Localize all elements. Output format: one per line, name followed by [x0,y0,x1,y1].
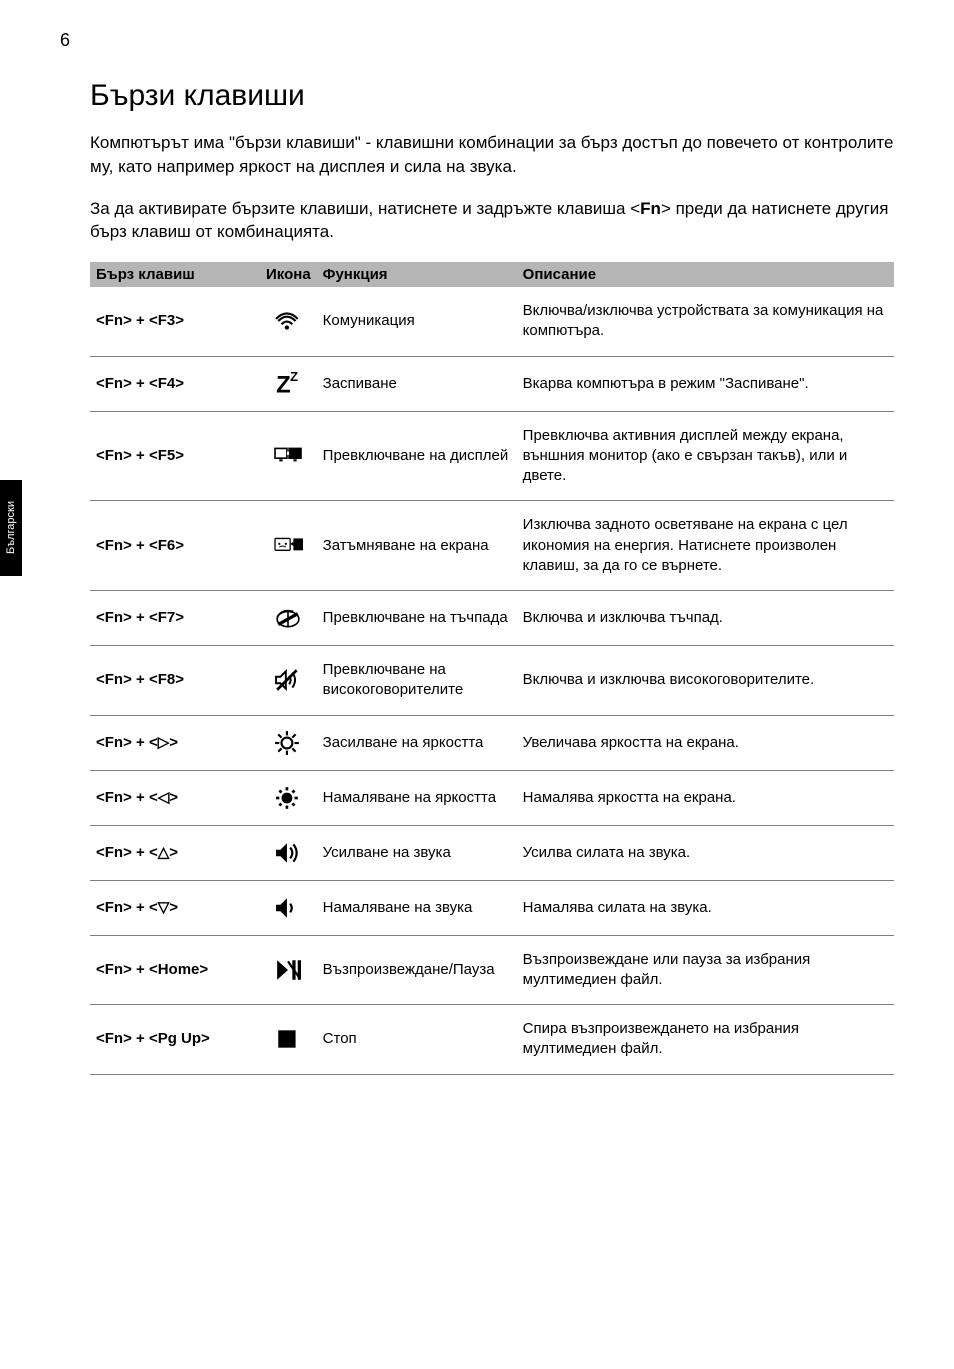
para2-prefix: За да активирате бързите клавиши, натисн… [90,199,640,218]
cell-hotkey: <Fn> + <F3> [90,287,260,356]
cell-icon [260,287,317,356]
cell-description: Намалява силата на звука. [517,880,894,935]
cell-function: Превключване на високоговорителите [317,646,517,716]
cell-function: Стоп [317,1005,517,1075]
cell-hotkey: <Fn> + <Pg Up> [90,1005,260,1075]
wifi-icon [273,308,303,334]
cell-hotkey: <Fn> + <◁> [90,770,260,825]
cell-hotkey: <Fn> + <▽> [90,880,260,935]
cell-icon [260,411,317,501]
bright-up-icon [273,730,303,756]
cell-function: Намаляване на яркостта [317,770,517,825]
cell-description: Включва и изключва високоговорителите. [517,646,894,716]
cell-function: Комуникация [317,287,517,356]
cell-hotkey: <Fn> + <▷> [90,715,260,770]
cell-function: Възпроизвеждане/Пауза [317,935,517,1005]
cell-function: Затъмняване на екрана [317,501,517,591]
display-icon [273,443,303,469]
table-row: <Fn> + <▷> Засилване на яркосттаУвеличава… [90,715,894,770]
table-row: <Fn> + <△> Усилване на звукаУсилва силата… [90,825,894,880]
table-row: <Fn> + <F6> Затъмняване на екранаИзключва… [90,501,894,591]
cell-hotkey: <Fn> + <F7> [90,591,260,646]
cell-icon [260,591,317,646]
cell-function: Превключване на тъчпада [317,591,517,646]
table-row: <Fn> + <Pg Up> СтопСпира възпроизвежданет… [90,1005,894,1075]
page-number: 6 [60,30,894,51]
intro-paragraph-1: Компютърът има "бързи клавиши" - клавишн… [90,131,894,179]
cell-function: Намаляване на звука [317,880,517,935]
cell-hotkey: <Fn> + <△> [90,825,260,880]
play-icon [273,957,303,983]
hotkeys-table: Бърз клавиш Икона Функция Описание <Fn> … [90,262,894,1075]
table-row: <Fn> + <F8> Превключване на високоговорит… [90,646,894,716]
sleep-icon [273,371,303,397]
cell-icon [260,356,317,411]
th-icon: Икона [260,262,317,287]
cell-icon [260,935,317,1005]
cell-icon [260,880,317,935]
intro-paragraph-2: За да активирате бързите клавиши, натисн… [90,197,894,245]
cell-icon [260,646,317,716]
cell-description: Увеличава яркостта на екрана. [517,715,894,770]
speaker-icon [273,667,303,693]
cell-hotkey: <Fn> + <F6> [90,501,260,591]
table-row: <Fn> + <F4> ЗаспиванеВкарва компютъра в р… [90,356,894,411]
cell-icon [260,501,317,591]
cell-function: Засилване на яркостта [317,715,517,770]
cell-function: Заспиване [317,356,517,411]
cell-icon [260,770,317,825]
stop-icon [273,1026,303,1052]
page-title: Бързи клавиши [90,79,894,113]
bright-down-icon [273,785,303,811]
table-row: <Fn> + <F5> Превключване на дисплейПревкл… [90,411,894,501]
cell-description: Усилва силата на звука. [517,825,894,880]
cell-hotkey: <Fn> + <F5> [90,411,260,501]
cell-description: Превключва активния дисплей между екрана… [517,411,894,501]
cell-description: Намалява яркостта на екрана. [517,770,894,825]
table-row: <Fn> + <▽> Намаляване на звукаНамалява си… [90,880,894,935]
para2-fn: Fn [640,199,661,218]
cell-icon [260,825,317,880]
table-row: <Fn> + <F7> Превключване на тъчпадаВключв… [90,591,894,646]
cell-description: Спира възпроизвеждането на избрания мулт… [517,1005,894,1075]
vol-down-icon [273,895,303,921]
cell-description: Вкарва компютъра в режим "Заспиване". [517,356,894,411]
cell-function: Усилване на звука [317,825,517,880]
cell-hotkey: <Fn> + <F4> [90,356,260,411]
cell-description: Изключва задното осветяване на екрана с … [517,501,894,591]
table-body: <Fn> + <F3> КомуникацияВключва/изключва у… [90,287,894,1074]
th-desc: Описание [517,262,894,287]
cell-hotkey: <Fn> + <Home> [90,935,260,1005]
th-hotkey: Бърз клавиш [90,262,260,287]
cell-description: Включва/изключва устройствата за комуник… [517,287,894,356]
blank-icon [273,533,303,559]
touchpad-icon [273,605,303,631]
th-func: Функция [317,262,517,287]
cell-hotkey: <Fn> + <F8> [90,646,260,716]
cell-description: Възпроизвеждане или пауза за избрания му… [517,935,894,1005]
table-row: <Fn> + <Home> Възпроизвеждане/ПаузаВъзпро… [90,935,894,1005]
content-area: Бързи клавиши Компютърът има "бързи клав… [90,79,894,1075]
table-header-row: Бърз клавиш Икона Функция Описание [90,262,894,287]
cell-description: Включва и изключва тъчпад. [517,591,894,646]
cell-function: Превключване на дисплей [317,411,517,501]
side-language-tab: Български [0,480,22,576]
cell-icon [260,1005,317,1075]
table-row: <Fn> + <F3> КомуникацияВключва/изключва у… [90,287,894,356]
cell-icon [260,715,317,770]
table-row: <Fn> + <◁> Намаляване на яркосттаНамалява… [90,770,894,825]
vol-up-icon [273,840,303,866]
